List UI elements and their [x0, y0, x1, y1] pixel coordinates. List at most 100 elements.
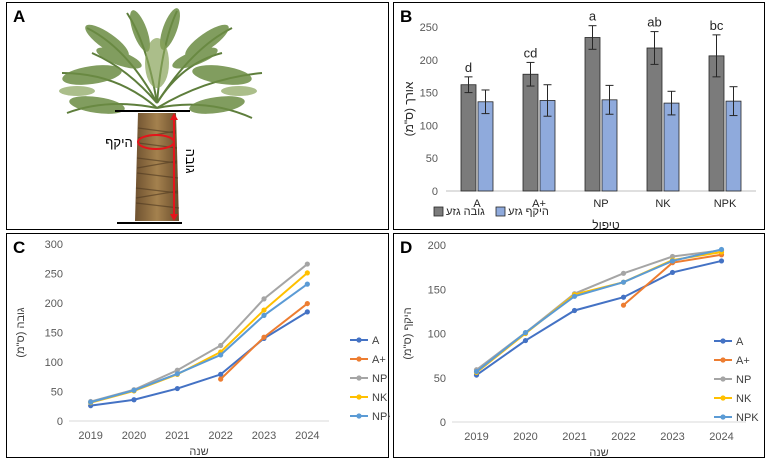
- data-point: [304, 261, 310, 267]
- data-point: [473, 368, 480, 375]
- palm-trunk: [135, 113, 180, 221]
- series-line: [90, 310, 308, 407]
- significance-letter: bc: [710, 18, 724, 33]
- bar: [663, 102, 680, 192]
- legend-label: A: [372, 335, 380, 347]
- series-line: [475, 249, 722, 371]
- panel-a-label: A: [13, 7, 26, 26]
- data-point: [261, 312, 267, 318]
- height-line-chart: 0 50 100 150 200 250 300 2019 2020 2021 2022 2023 20…: [15, 239, 390, 458]
- x-tick-label: 2021: [165, 430, 189, 442]
- data-point: [218, 342, 224, 349]
- x-axis-title: שנה: [589, 447, 608, 459]
- x-tick-label: 2024: [295, 430, 319, 442]
- y-tick-label: 50: [51, 387, 63, 399]
- y-tick-label: 150: [45, 328, 63, 340]
- bar: [646, 47, 663, 192]
- data-point: [522, 337, 529, 344]
- data-point: [669, 258, 676, 264]
- legend-swatch: [495, 206, 506, 217]
- height-label: גובה: [183, 149, 198, 174]
- panel-d-label: D: [400, 238, 413, 257]
- y-tick-label: 200: [45, 298, 63, 310]
- data-point: [304, 281, 310, 287]
- data-point: [174, 371, 180, 377]
- series-line: [90, 283, 308, 404]
- legend-marker: [356, 394, 362, 400]
- data-point: [218, 376, 224, 382]
- data-point: [218, 352, 224, 358]
- legend-marker: [356, 413, 362, 419]
- y-tick-label: 50: [426, 153, 438, 165]
- significance-letter: d: [465, 60, 472, 75]
- legend-marker: [720, 357, 726, 363]
- series-line: [475, 248, 722, 373]
- circumference-label: היקף: [105, 135, 132, 150]
- legend-label: NPK: [736, 412, 759, 424]
- y-axis-title: אורך (ס"מ): [402, 81, 416, 136]
- y-tick-label: 150: [420, 88, 438, 100]
- data-point: [718, 246, 725, 253]
- y-axis-title: היקף (ס"מ): [402, 307, 414, 359]
- y-tick-label: 100: [428, 329, 446, 341]
- legend-marker: [720, 414, 726, 420]
- legend-label: NK: [372, 392, 388, 404]
- x-tick-label: 2024: [709, 431, 733, 443]
- y-tick-label: 50: [434, 373, 446, 385]
- data-point: [620, 294, 627, 300]
- circumference-ellipse: [137, 134, 175, 150]
- series-line: [475, 259, 722, 376]
- data-point: [131, 387, 137, 393]
- y-tick-label: 250: [420, 22, 438, 34]
- data-point: [620, 279, 627, 285]
- circumference-line-chart: 0 50 100 150 200 2019 2020 2021 2022 2023 2024 A A+ N…: [402, 240, 759, 459]
- palm-fronds: [59, 8, 263, 119]
- bar: [584, 37, 601, 192]
- y-axis-title: גובה (ס"מ): [15, 307, 27, 357]
- palm-illustration: היקף גובה: [59, 8, 263, 224]
- legend-marker: [720, 338, 726, 344]
- y-tick-label: 0: [57, 416, 63, 428]
- legend-label: היקף גזע: [508, 206, 549, 218]
- data-point: [131, 397, 137, 403]
- significance-letter: ab: [647, 15, 661, 30]
- y-tick-label: 250: [45, 269, 63, 281]
- legend-marker: [720, 395, 726, 401]
- x-axis-title: שנה: [189, 446, 208, 458]
- data-point: [261, 334, 267, 340]
- legend-label: A: [736, 336, 744, 348]
- legend-swatch: [433, 206, 444, 217]
- y-tick-label: 0: [440, 417, 446, 429]
- legend-label: A+: [736, 355, 750, 367]
- x-tick-label: 2023: [252, 430, 276, 442]
- bar-chart: 0 50 100 150 200 250 d Acd A+ a NP ab NK bc NPK אורך (ס…: [402, 9, 756, 231]
- legend-marker: [720, 376, 726, 382]
- x-tick-label: 2020: [513, 431, 537, 443]
- data-point: [88, 399, 94, 405]
- height-arrow: [170, 113, 178, 221]
- panel-a: A: [6, 2, 389, 230]
- x-tick-label: 2020: [122, 430, 146, 442]
- data-point: [669, 269, 676, 276]
- data-point: [261, 296, 267, 302]
- x-tick-label: NP: [593, 198, 608, 210]
- y-tick-label: 200: [420, 55, 438, 67]
- panel-b-label: B: [400, 7, 413, 26]
- y-tick-label: 200: [428, 240, 446, 252]
- bar: [522, 73, 539, 192]
- x-axis-title: טיפול: [592, 218, 620, 231]
- y-tick-label: 100: [45, 357, 63, 369]
- x-tick-label: A+: [532, 198, 546, 210]
- x-tick-label: NPK: [714, 198, 737, 210]
- x-tick-label: 2022: [611, 431, 635, 443]
- y-tick-label: 300: [45, 239, 63, 251]
- data-point: [218, 371, 224, 377]
- x-tick-label: 2019: [78, 430, 102, 442]
- y-tick-label: 100: [420, 120, 438, 132]
- data-point: [304, 300, 310, 307]
- significance-letter: cd: [524, 45, 538, 60]
- data-point: [718, 258, 725, 264]
- x-tick-label: 2023: [660, 431, 684, 443]
- data-point: [522, 330, 529, 336]
